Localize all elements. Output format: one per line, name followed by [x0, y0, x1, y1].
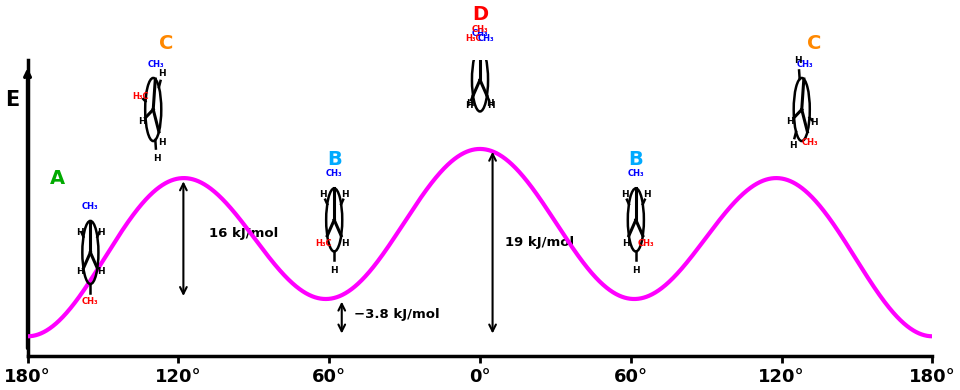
Text: C: C — [807, 34, 822, 53]
Text: H: H — [789, 140, 797, 150]
Text: −3.8 kJ/mol: −3.8 kJ/mol — [354, 308, 440, 321]
Text: CH₃: CH₃ — [478, 34, 494, 43]
Text: CH₃: CH₃ — [82, 202, 99, 211]
Text: H: H — [643, 190, 651, 199]
Text: H: H — [622, 239, 630, 248]
Text: C: C — [158, 34, 173, 53]
Text: H: H — [488, 101, 495, 110]
Text: H: H — [795, 57, 803, 66]
Text: H: H — [97, 266, 105, 275]
Text: H: H — [786, 117, 794, 126]
Text: H: H — [153, 154, 160, 163]
Text: H₃C: H₃C — [316, 239, 332, 248]
Text: 19 kJ/mol: 19 kJ/mol — [505, 236, 574, 249]
Text: CH₃: CH₃ — [797, 60, 813, 69]
Text: H: H — [320, 190, 327, 199]
Text: CH₃: CH₃ — [148, 60, 164, 69]
Text: CH₃: CH₃ — [82, 297, 99, 306]
Text: H₃C: H₃C — [466, 34, 482, 43]
Text: H: H — [138, 117, 146, 126]
Text: H: H — [465, 101, 472, 110]
Text: CH₃: CH₃ — [471, 25, 489, 34]
Text: H: H — [77, 266, 84, 275]
Text: CH₃: CH₃ — [628, 169, 644, 178]
Text: CH₃: CH₃ — [802, 138, 819, 147]
Text: H: H — [341, 239, 348, 248]
Text: E: E — [6, 90, 19, 110]
Text: H: H — [487, 99, 494, 108]
Text: H: H — [632, 266, 639, 275]
Text: H: H — [158, 69, 166, 78]
Text: CH₃: CH₃ — [325, 169, 343, 178]
Text: 16 kJ/mol: 16 kJ/mol — [208, 227, 277, 240]
Text: H: H — [76, 228, 84, 237]
Text: CH₃: CH₃ — [471, 29, 489, 38]
Text: D: D — [472, 5, 488, 24]
Text: B: B — [629, 150, 643, 168]
Text: A: A — [50, 169, 65, 188]
Text: H: H — [466, 99, 473, 108]
Text: H: H — [330, 266, 338, 275]
Text: CH₃: CH₃ — [637, 239, 655, 248]
Text: H₃C: H₃C — [132, 92, 149, 101]
Text: H: H — [810, 118, 818, 127]
Text: B: B — [326, 150, 342, 168]
Text: H: H — [98, 228, 105, 237]
Text: H: H — [621, 190, 629, 199]
Text: H: H — [157, 138, 165, 147]
Text: H: H — [342, 190, 349, 199]
